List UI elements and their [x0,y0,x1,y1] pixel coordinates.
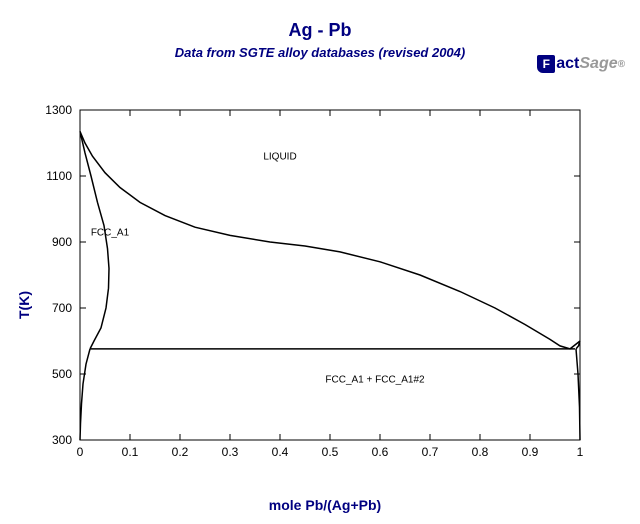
ytick-label: 500 [52,367,72,381]
xtick-label: 0 [77,445,84,459]
xtick-label: 1 [577,445,584,459]
ytick-label: 1100 [46,169,72,183]
ytick-label: 700 [52,301,72,315]
xtick-label: 0.9 [522,445,539,459]
y-axis-label: T(K) [16,291,32,319]
xtick-label: 0.3 [222,445,239,459]
ytick-label: 1300 [45,103,72,117]
xtick-label: 0.2 [172,445,189,459]
chart-title: Ag - Pb [0,20,640,41]
xtick-label: 0.4 [272,445,289,459]
xtick-label: 0.6 [372,445,389,459]
phase-diagram-svg: 300 500 700 900 1100 1300 0 0.1 0.2 0.3 0.4 0.5 0.6 0… [30,100,590,480]
factsage-logo: F act Sage ® [537,55,625,73]
plot-border [80,110,580,440]
xtick-label: 0.8 [472,445,489,459]
x-axis-label: mole Pb/(Ag+Pb) [269,497,381,513]
region-label: LIQUID [263,152,296,163]
region-label: FCC_A1 + FCC_A1#2 [325,374,425,385]
xtick-label: 0.1 [122,445,139,459]
chart-container: T(K) 3005007009001100130000.10.20.30.40.… [30,100,620,510]
xtick-label: 0.5 [322,445,339,459]
region-label: FCC_A1 [91,227,130,238]
logo-icon: F [537,55,555,73]
ytick-label: 300 [52,433,72,447]
ytick-label: 900 [52,235,72,249]
xtick-label: 0.7 [422,445,439,459]
